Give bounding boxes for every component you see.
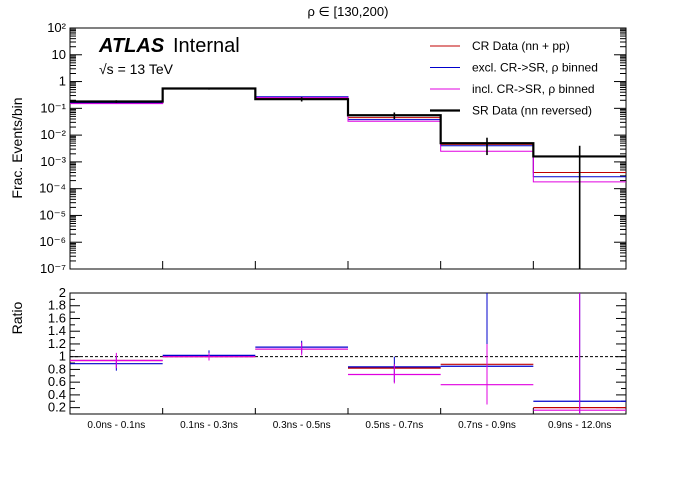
main-y-axis-title: Frac. Events/bin [9,97,25,198]
x-category-label: 0.3ns - 0.5ns [273,420,331,431]
main-series-line [70,87,626,158]
legend-entry: CR Data (nn + pp) [472,39,570,53]
ratio-y-tick-label: 1.8 [48,298,66,313]
main-y-tick-label: 10² [47,20,66,35]
atlas-label-bold: ATLAS [98,35,165,57]
atlas-label: ATLAS Internal [98,35,240,57]
ratio-y-axis-title: Ratio [9,301,25,334]
x-category-label: 0.9ns - 12.0ns [548,420,611,431]
ratio-y-ticks: 0.20.40.60.811.21.41.61.82 [48,285,626,415]
x-category-labels: 0.0ns - 0.1ns 0.1ns - 0.3ns 0.3ns - 0.5ns 0… [87,420,611,431]
ratio-y-tick-label: 2 [59,285,66,300]
ratio-y-tick-label: 0.6 [48,374,66,389]
energy-label: √s = 13 TeV [99,61,174,77]
ratio-y-tick-label: 1.4 [48,323,66,338]
main-y-tick-label: 1 [59,74,66,89]
main-y-tick-label: 10⁻¹ [40,100,66,115]
legend-entry: excl. CR->SR, ρ binned [472,61,598,75]
main-y-tick-label: 10⁻⁴ [39,181,66,196]
main-y-tick-label: 10 [52,47,66,62]
main-y-tick-label: 10⁻² [40,127,66,142]
ratio-y-tick-label: 0.2 [48,400,66,415]
ratio-y-tick-label: 0.4 [48,387,66,402]
ratio-series [70,293,626,414]
chart-title: ρ ∈ [130,200) [308,4,389,19]
main-y-tick-label: 10⁻³ [40,154,66,169]
x-category-label: 0.7ns - 0.9ns [458,420,516,431]
atlas-label-normal: Internal [173,35,240,57]
main-y-tick-label: 10⁻⁶ [39,234,66,249]
main-y-ticks: 10⁻⁷ 10⁻⁶ 10⁻⁵ 10⁻⁴ 10⁻³ 10⁻² 10⁻¹ 1 10 10² [39,20,626,276]
ratio-series-2 [70,293,626,414]
main-series [70,87,626,269]
main-y-tick-label: 10⁻⁵ [39,207,66,222]
ratio-y-tick-label: 1.2 [48,336,66,351]
main-y-tick-label: 10⁻⁷ [40,261,66,276]
legend-entry: incl. CR->SR, ρ binned [472,82,595,96]
ratio-y-tick-label: 1.6 [48,310,66,325]
legend: CR Data (nn + pp) excl. CR->SR, ρ binned i… [430,39,598,118]
ratio-y-tick-label: 1 [59,349,66,364]
legend-entry: SR Data (nn reversed) [472,104,592,118]
ratio-panel: 0.20.40.60.811.21.41.61.82 0.0ns - 0.1ns… [9,285,627,431]
main-series-3 [70,87,626,269]
ratio-y-tick-label: 0.8 [48,361,66,376]
x-category-label: 0.1ns - 0.3ns [180,420,238,431]
x-category-label: 0.5ns - 0.7ns [365,420,423,431]
x-category-label: 0.0ns - 0.1ns [87,420,145,431]
main-panel: 10⁻⁷ 10⁻⁶ 10⁻⁵ 10⁻⁴ 10⁻³ 10⁻² 10⁻¹ 1 10 10² Frac.… [9,20,627,276]
